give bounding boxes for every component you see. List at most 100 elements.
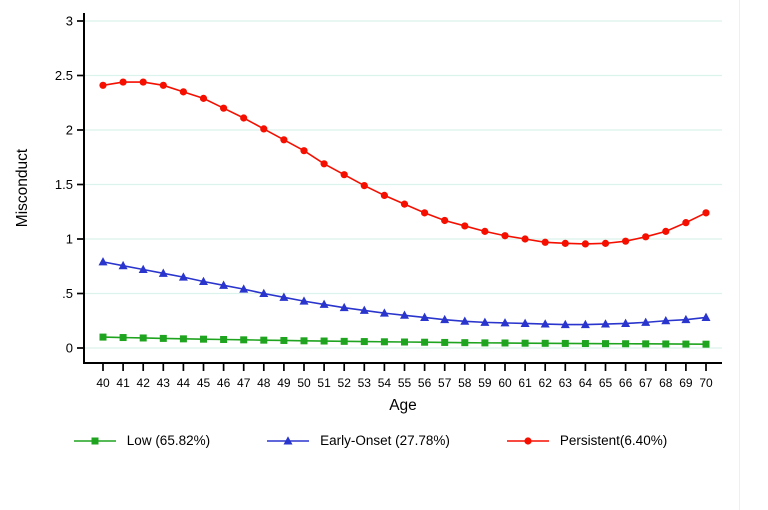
y-tick-label: 3	[66, 14, 73, 29]
x-tick-label: 45	[197, 376, 211, 390]
data-point-square	[360, 338, 368, 346]
data-point-circle	[179, 88, 187, 96]
x-tick-label: 50	[297, 376, 311, 390]
data-point-triangle	[339, 302, 349, 312]
data-point-square	[340, 337, 348, 345]
data-point-circle	[501, 232, 509, 240]
data-point-circle	[662, 227, 670, 235]
data-point-triangle	[98, 257, 108, 266]
data-point-triangle	[500, 318, 510, 327]
x-tick-label: 55	[398, 376, 412, 390]
x-tick-label: 60	[498, 376, 512, 390]
data-point-circle	[622, 237, 630, 245]
data-point-triangle	[701, 312, 711, 321]
legend-label: Low (65.82%)	[126, 433, 211, 448]
legend-label: Early-Onset (27.78%)	[320, 433, 450, 448]
data-point-triangle	[580, 319, 590, 329]
data-point-triangle	[138, 264, 148, 274]
x-tick-label: 67	[639, 376, 653, 390]
data-point-triangle	[279, 292, 289, 301]
legend-marker-circle	[524, 436, 532, 445]
x-tick-label: 48	[257, 376, 271, 390]
data-point-circle	[400, 200, 409, 208]
data-point-square	[481, 339, 489, 347]
data-point-triangle	[359, 305, 369, 314]
data-point-triangle	[520, 318, 530, 327]
data-point-square	[642, 340, 650, 348]
data-point-square	[541, 339, 549, 347]
legend-label: Persistent(6.40%)	[559, 433, 668, 448]
legend-marker-square	[91, 437, 99, 444]
series-line-circle	[102, 81, 707, 245]
data-point-circle	[380, 191, 388, 199]
x-tick-label: 51	[317, 376, 331, 390]
data-point-square	[581, 340, 589, 348]
data-point-triangle	[480, 317, 490, 326]
x-tick-label: 47	[237, 376, 251, 390]
data-point-circle	[119, 78, 127, 86]
data-point-square	[682, 340, 690, 348]
data-point-triangle	[420, 312, 430, 321]
legend-triangle-swatch	[267, 435, 310, 444]
data-point-triangle	[319, 299, 329, 308]
data-point-triangle	[199, 276, 208, 286]
legend-item: Low (65.82%)	[73, 433, 210, 448]
data-point-square	[179, 335, 187, 343]
x-tick-label: 59	[478, 376, 492, 390]
y-tick-label: 1	[66, 232, 73, 247]
data-point-circle	[642, 233, 650, 241]
data-point-circle	[601, 239, 610, 247]
data-point-square	[461, 339, 469, 347]
data-point-circle	[581, 240, 590, 248]
graph-region-border	[739, 0, 740, 510]
x-tick-label: 57	[438, 376, 452, 390]
data-point-triangle	[379, 308, 389, 317]
data-point-circle	[199, 94, 208, 102]
data-point-square	[622, 340, 630, 348]
data-point-triangle	[560, 319, 570, 329]
data-point-square	[300, 337, 308, 345]
x-tick-label: 61	[518, 376, 532, 390]
data-point-circle	[441, 216, 449, 225]
x-tick-label: 64	[579, 376, 593, 390]
y-tick-label: 2	[66, 123, 73, 138]
data-point-square	[401, 338, 408, 346]
data-point-square	[561, 339, 569, 347]
legend-square-swatch	[73, 437, 116, 444]
x-tick-label: 40	[96, 376, 110, 390]
x-tick-label: 43	[157, 376, 171, 390]
data-point-circle	[320, 160, 328, 168]
data-point-circle	[360, 181, 368, 190]
data-point-circle	[340, 171, 348, 179]
data-point-square	[441, 338, 449, 346]
data-point-square	[139, 334, 147, 342]
x-tick-label: 66	[619, 376, 633, 390]
legend: Low (65.82%) Early-Onset (27.78%) Persiste…	[0, 433, 740, 448]
data-point-triangle	[621, 318, 631, 327]
data-point-square	[602, 340, 609, 348]
data-point-circle	[240, 114, 248, 122]
x-tick-label: 54	[378, 376, 392, 390]
data-point-triangle	[178, 272, 188, 281]
data-point-square	[220, 335, 228, 343]
data-point-triangle	[460, 316, 470, 325]
x-tick-label: 65	[599, 376, 613, 390]
data-point-square	[119, 334, 127, 342]
data-point-circle	[280, 136, 288, 144]
data-point-square	[380, 338, 388, 346]
data-point-triangle	[299, 296, 309, 305]
y-tick-label: .5	[62, 286, 73, 301]
data-point-square	[260, 336, 268, 344]
legend-item: Early-Onset (27.78%)	[266, 433, 450, 448]
data-point-square	[200, 335, 207, 343]
legend-marker-triangle	[283, 435, 293, 444]
x-tick-label: 62	[539, 376, 553, 390]
data-point-circle	[421, 209, 429, 217]
data-point-triangle	[219, 280, 229, 289]
y-tick-label: 1.5	[55, 177, 73, 192]
data-point-triangle	[681, 314, 691, 324]
legend-item: Persistent(6.40%)	[506, 433, 667, 448]
x-tick-label: 56	[418, 376, 432, 390]
line-chart: Misconduct Age 0 .5 1 1.5 2 2.5 3 40 41 42 43 44 45 4…	[14, 13, 722, 414]
data-point-triangle	[259, 288, 269, 297]
